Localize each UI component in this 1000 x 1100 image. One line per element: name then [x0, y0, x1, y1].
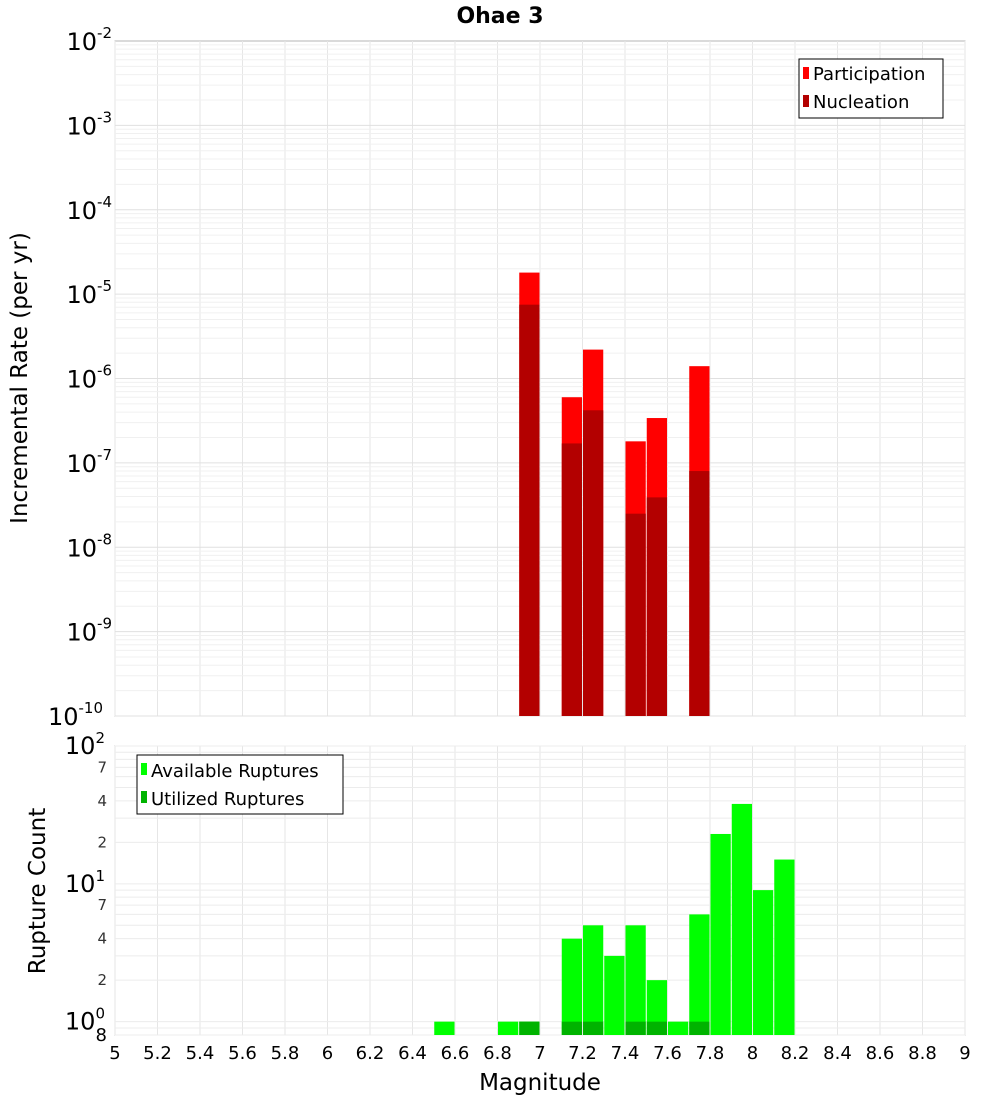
magnitude-tick-label: 5.2: [143, 1043, 172, 1064]
magnitude-tick-label: 5.8: [271, 1043, 300, 1064]
magnitude-tick-label: 5: [109, 1043, 120, 1064]
magnitude-tick-label: 8.6: [866, 1043, 895, 1064]
magnitude-tick-label: 7.2: [568, 1043, 597, 1064]
rate-y-tick-label: 10-4: [66, 193, 112, 225]
rate-legend: Participation Nucleation: [798, 58, 944, 119]
nucleation-bar: [583, 410, 604, 716]
count-y-minor-label: 4: [97, 930, 107, 948]
count-bars: [434, 803, 795, 1035]
magnitude-tick-label: 6.8: [483, 1043, 512, 1064]
nucleation-bar: [689, 471, 710, 716]
available-ruptures-bar: [561, 938, 582, 1035]
magnitude-tick-label: 8.4: [823, 1043, 852, 1064]
magnitude-tick-label: 7.4: [611, 1043, 640, 1064]
magnitude-tick-label: 9: [959, 1043, 970, 1064]
count-y-minor-label: 7: [97, 758, 107, 776]
chart-title: Ohae 3: [456, 4, 543, 29]
magnitude-tick-label: 5.4: [186, 1043, 215, 1064]
rate-bars: [519, 272, 710, 716]
utilized-ruptures-bar: [519, 1021, 540, 1035]
x-axis-label: Magnitude: [479, 1070, 601, 1096]
available-ruptures-bar: [731, 803, 752, 1035]
count-y-tick-label: 101: [65, 867, 105, 898]
rate-y-tick-label: 10-5: [66, 277, 112, 309]
utilized-ruptures-bar: [625, 1021, 646, 1035]
magnitude-tick-labels: 5 5.2 5.4 5.6 5.8 6 6.2 6.4 6.6 6.8 7 7.2 7.4 7.6 7.8 8…: [109, 1043, 970, 1064]
utilized-ruptures-bar: [646, 1021, 667, 1035]
count-y-minor-label: 2: [97, 833, 107, 851]
nucleation-bar: [561, 443, 582, 716]
magnitude-tick-label: 6.6: [441, 1043, 470, 1064]
count-y-axis-label: Rupture Count: [25, 808, 51, 974]
rate-y-tick-label: 10-2: [66, 24, 112, 56]
magnitude-tick-label: 7: [534, 1043, 545, 1064]
rate-y-tick-labels: 10-2 10-3 10-4 10-5 10-6 10-7 10-8 10-9 10-10: [48, 24, 112, 731]
count-y-tick-label: 102: [65, 729, 105, 760]
utilized-ruptures-legend-label: Utilized Ruptures: [151, 789, 304, 810]
count-y-tick-label: 100: [65, 1005, 105, 1036]
magnitude-tick-label: 8.8: [908, 1043, 937, 1064]
utilized-ruptures-bar: [561, 1021, 582, 1035]
available-ruptures-bar: [583, 925, 604, 1035]
rate-y-tick-label: 10-6: [66, 362, 112, 394]
magnitude-tick-label: 8: [747, 1043, 758, 1064]
available-ruptures-bar: [434, 1021, 455, 1035]
rate-y-tick-label: 10-10: [48, 699, 103, 731]
magnitude-tick-label: 8.2: [781, 1043, 810, 1064]
utilized-ruptures-bar: [689, 1021, 710, 1035]
count-y-minor-label: 7: [97, 896, 107, 914]
count-panel: 102 101 100 7 4 2 7 4 2 8 5 5.2 5.4 5.6 5.8 6 6.2 6.4 6.6…: [25, 729, 971, 1096]
nucleation-bar: [519, 304, 540, 716]
participation-legend-swatch: [803, 67, 809, 79]
rate-y-tick-label: 10-8: [66, 530, 112, 562]
count-legend-box: [136, 754, 344, 815]
available-ruptures-legend-label: Available Ruptures: [151, 761, 319, 782]
utilized-ruptures-legend-swatch: [141, 791, 147, 803]
available-ruptures-bar: [710, 833, 731, 1035]
participation-legend-label: Participation: [813, 64, 925, 85]
rate-y-tick-label: 10-3: [66, 108, 112, 140]
rate-y-tick-label: 10-7: [66, 446, 112, 478]
magnitude-tick-label: 7.8: [696, 1043, 725, 1064]
magnitude-tick-label: 6.2: [356, 1043, 385, 1064]
rate-y-tick-label: 10-9: [66, 615, 112, 647]
rate-panel: 10-2 10-3 10-4 10-5 10-6 10-7 10-8 10-9 10-10 In…: [7, 24, 966, 731]
magnitude-tick-label: 7.6: [653, 1043, 682, 1064]
count-y-tick-labels: 102 101 100 7 4 2 7 4 2 8: [65, 729, 107, 1046]
count-y-minor-label: 4: [97, 792, 107, 810]
magnitude-tick-label: 5.6: [228, 1043, 257, 1064]
nucleation-bar: [646, 497, 667, 716]
available-ruptures-bar: [689, 914, 710, 1035]
magnitude-tick-label: 6.4: [398, 1043, 427, 1064]
nucleation-legend-swatch: [803, 95, 809, 107]
nucleation-bar: [625, 513, 646, 716]
available-ruptures-bar: [625, 925, 646, 1035]
rate-gridlines: [114, 41, 966, 717]
nucleation-legend-label: Nucleation: [813, 92, 909, 113]
count-y-minor-label: 2: [97, 971, 107, 989]
rate-legend-box: [798, 58, 944, 119]
rate-y-axis-label: Incremental Rate (per yr): [7, 232, 33, 524]
count-y-minor-label: 8: [96, 1025, 107, 1046]
available-ruptures-bar: [774, 859, 795, 1035]
count-legend: Available Ruptures Utilized Ruptures: [136, 754, 344, 815]
available-ruptures-bar: [604, 955, 625, 1035]
available-ruptures-legend-swatch: [141, 763, 147, 775]
available-ruptures-bar: [646, 980, 667, 1035]
utilized-ruptures-bar: [583, 1021, 604, 1035]
available-ruptures-bar: [668, 1021, 689, 1035]
available-ruptures-bar: [498, 1021, 519, 1035]
magnitude-tick-label: 6: [322, 1043, 333, 1064]
available-ruptures-bar: [753, 890, 774, 1035]
